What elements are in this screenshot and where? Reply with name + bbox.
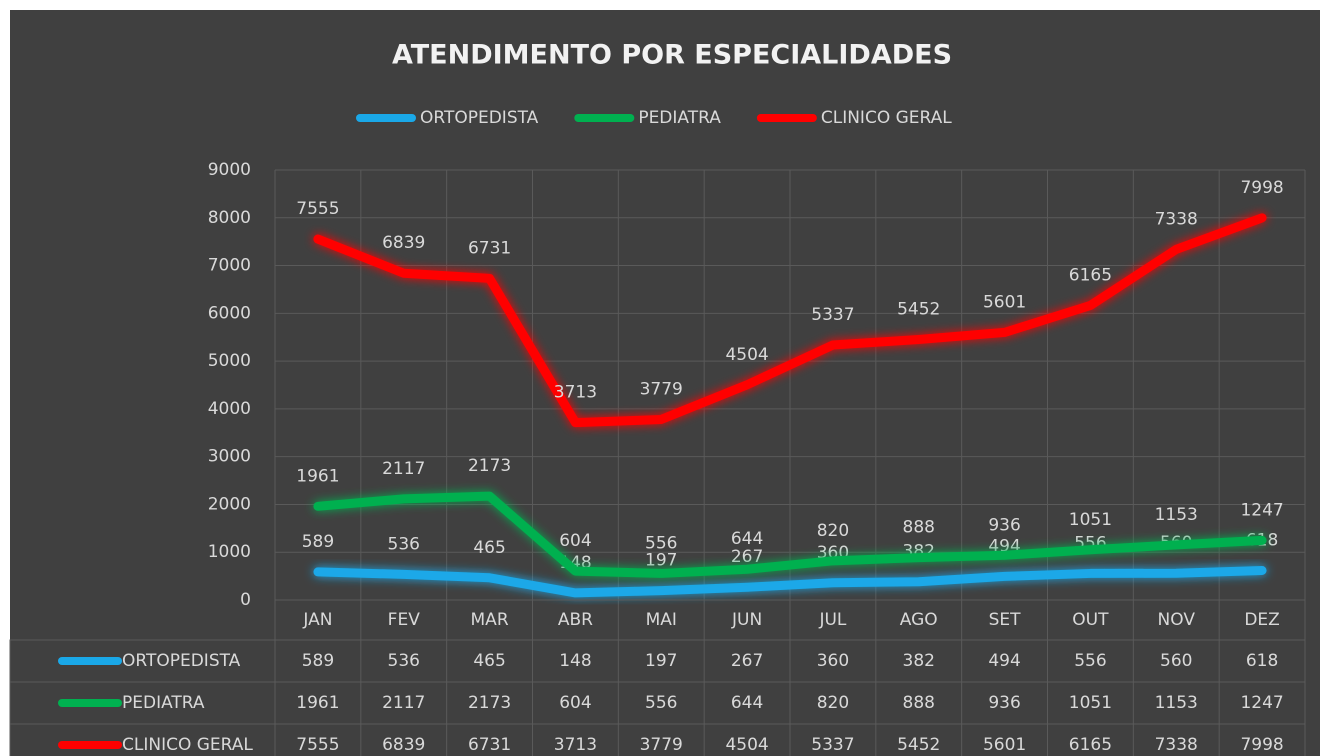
table-cell: 148: [559, 651, 591, 671]
table-cell: 360: [817, 651, 849, 671]
data-label: 820: [817, 521, 849, 541]
data-label: 6839: [382, 233, 425, 253]
data-label: 2117: [382, 459, 425, 479]
x-tick-label: SET: [989, 610, 1022, 630]
x-tick-label: ABR: [558, 610, 593, 630]
y-tick-label: 6000: [208, 303, 251, 323]
table-cell: 556: [645, 693, 677, 713]
table-cell: 820: [817, 693, 849, 713]
table-cell: 936: [988, 693, 1020, 713]
y-tick-label: 9000: [208, 160, 251, 180]
chart-title: ATENDIMENTO POR ESPECIALIDADES: [392, 40, 952, 71]
table-row-label: CLINICO GERAL: [122, 735, 253, 755]
x-tick-label: JAN: [302, 610, 332, 630]
legend-label: ORTOPEDISTA: [420, 108, 539, 128]
data-label: 936: [988, 515, 1020, 535]
table-cell: 5337: [811, 735, 854, 755]
table-cell: 604: [559, 693, 591, 713]
x-tick-label: OUT: [1072, 610, 1109, 630]
data-label: 2173: [468, 456, 511, 476]
data-label: 465: [473, 538, 505, 558]
table-cell: 4504: [725, 735, 768, 755]
data-label: 604: [559, 531, 591, 551]
table-cell: 7998: [1240, 735, 1283, 755]
table-cell: 6731: [468, 735, 511, 755]
data-label: 5337: [811, 305, 854, 325]
y-tick-label: 1000: [208, 542, 251, 562]
table-cell: 1247: [1240, 693, 1283, 713]
table-cell: 1153: [1155, 693, 1198, 713]
x-tick-label: JUL: [818, 610, 846, 630]
data-label: 3779: [640, 379, 683, 399]
table-cell: 1051: [1069, 693, 1112, 713]
table-row-label: PEDIATRA: [122, 693, 205, 713]
data-label: 556: [645, 533, 677, 553]
table-cell: 382: [903, 651, 935, 671]
table-cell: 6839: [382, 735, 425, 755]
data-label: 197: [645, 551, 677, 571]
table-cell: 644: [731, 693, 763, 713]
data-label: 6731: [468, 238, 511, 258]
x-tick-label: FEV: [388, 610, 421, 630]
data-label: 5452: [897, 300, 940, 320]
table-cell: 2173: [468, 693, 511, 713]
data-label: 7338: [1155, 209, 1198, 229]
table-cell: 197: [645, 651, 677, 671]
x-tick-label: MAR: [471, 610, 509, 630]
data-label: 7998: [1240, 178, 1283, 198]
y-tick-label: 5000: [208, 351, 251, 371]
table-cell: 560: [1160, 651, 1192, 671]
y-tick-label: 3000: [208, 447, 251, 467]
y-tick-label: 0: [240, 590, 251, 610]
y-tick-label: 8000: [208, 208, 251, 228]
table-cell: 556: [1074, 651, 1106, 671]
table-cell: 1961: [296, 693, 339, 713]
data-label: 888: [903, 518, 935, 538]
table-cell: 5452: [897, 735, 940, 755]
y-tick-label: 2000: [208, 494, 251, 514]
table-cell: 5601: [983, 735, 1026, 755]
data-label: 536: [388, 534, 420, 554]
table-cell: 6165: [1069, 735, 1112, 755]
data-label: 5601: [983, 292, 1026, 312]
legend-label: PEDIATRA: [638, 108, 721, 128]
y-tick-label: 4000: [208, 399, 251, 419]
table-cell: 589: [302, 651, 334, 671]
table-cell: 3779: [640, 735, 683, 755]
table-cell: 7338: [1155, 735, 1198, 755]
table-cell: 465: [473, 651, 505, 671]
table-cell: 7555: [296, 735, 339, 755]
series-line: [313, 565, 1267, 598]
table-cell: 888: [903, 693, 935, 713]
data-label: 1051: [1069, 510, 1112, 530]
data-label: 267: [731, 547, 763, 567]
table-cell: 2117: [382, 693, 425, 713]
data-label: 4504: [725, 345, 768, 365]
data-label: 3713: [554, 383, 597, 403]
table-row-label: ORTOPEDISTA: [122, 651, 241, 671]
legend-label: CLINICO GERAL: [821, 108, 952, 128]
data-label: 1961: [296, 466, 339, 486]
x-tick-label: MAI: [646, 610, 677, 630]
x-tick-label: DEZ: [1244, 610, 1279, 630]
data-label: 644: [731, 529, 763, 549]
chart-background: [10, 10, 1320, 756]
series-line: [313, 491, 1267, 578]
data-label: 1153: [1155, 505, 1198, 525]
data-label: 589: [302, 532, 334, 552]
x-tick-label: NOV: [1158, 610, 1196, 630]
table-cell: 536: [388, 651, 420, 671]
table-cell: 267: [731, 651, 763, 671]
x-tick-label: AGO: [900, 610, 938, 630]
y-tick-label: 7000: [208, 256, 251, 276]
data-label: 1247: [1240, 500, 1283, 520]
table-cell: 3713: [554, 735, 597, 755]
data-label: 6165: [1069, 265, 1112, 285]
table-cell: 494: [988, 651, 1020, 671]
table-cell: 618: [1246, 651, 1278, 671]
x-tick-label: JUN: [731, 610, 762, 630]
data-label: 7555: [296, 199, 339, 219]
series-line: [313, 213, 1267, 428]
